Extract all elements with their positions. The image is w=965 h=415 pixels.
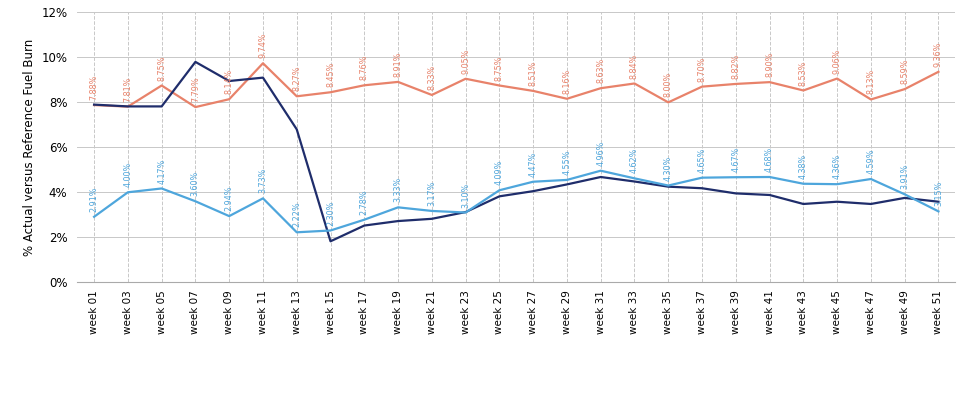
Text: 8.84%: 8.84% [630,53,639,78]
Text: 9.06%: 9.06% [833,48,841,73]
Text: 8.76%: 8.76% [360,55,369,81]
Text: 8.75%: 8.75% [495,55,504,81]
Text: 3.10%: 3.10% [461,182,470,208]
Text: 8.27%: 8.27% [292,66,301,91]
Text: 2.22%: 2.22% [292,202,301,227]
Text: 8.75%: 8.75% [157,55,166,81]
Text: 4.47%: 4.47% [529,151,538,177]
Text: 8.51%: 8.51% [529,61,538,86]
Text: 8.70%: 8.70% [698,56,706,82]
Text: 3.33%: 3.33% [394,177,402,203]
Text: 3.60%: 3.60% [191,171,200,196]
Text: 4.30%: 4.30% [664,155,673,181]
Text: 8.16%: 8.16% [563,68,571,94]
Text: 4.65%: 4.65% [698,147,706,173]
Text: 3.17%: 3.17% [427,181,436,206]
Text: 4.55%: 4.55% [563,149,571,175]
Text: 4.67%: 4.67% [731,147,740,172]
Text: 4.09%: 4.09% [495,160,504,186]
Text: 8.59%: 8.59% [900,59,909,84]
Text: 4.00%: 4.00% [124,162,132,187]
Text: 4.38%: 4.38% [799,154,808,179]
Text: 4.17%: 4.17% [157,158,166,183]
Text: 2.91%: 2.91% [90,186,98,212]
Text: 4.36%: 4.36% [833,154,841,179]
Text: 8.00%: 8.00% [664,72,673,98]
Text: 3.91%: 3.91% [900,164,909,189]
Text: 8.33%: 8.33% [427,65,436,90]
Text: 4.59%: 4.59% [867,149,875,174]
Text: 9.05%: 9.05% [461,48,470,74]
Text: 8.14%: 8.14% [225,69,234,94]
Text: 7.88%: 7.88% [90,75,98,100]
Text: 8.53%: 8.53% [799,60,808,85]
Text: 2.78%: 2.78% [360,189,369,215]
Text: 8.63%: 8.63% [596,58,605,83]
Text: 7.79%: 7.79% [191,76,200,102]
Text: 4.68%: 4.68% [765,147,774,172]
Text: 8.82%: 8.82% [731,54,740,79]
Text: 4.96%: 4.96% [596,140,605,166]
Text: 7.81%: 7.81% [124,76,132,102]
Text: 8.90%: 8.90% [765,52,774,77]
Text: 9.36%: 9.36% [934,42,943,67]
Text: 8.91%: 8.91% [394,51,402,77]
Y-axis label: % Actual versus Reference Fuel Burn: % Actual versus Reference Fuel Burn [23,39,36,256]
Text: 8.45%: 8.45% [326,62,335,87]
Text: 9.74%: 9.74% [259,33,267,59]
Text: 2.30%: 2.30% [326,200,335,225]
Text: 2.94%: 2.94% [225,186,234,211]
Text: 3.73%: 3.73% [259,168,267,193]
Text: 8.13%: 8.13% [867,69,875,95]
Text: 3.15%: 3.15% [934,181,943,206]
Text: 4.62%: 4.62% [630,148,639,173]
